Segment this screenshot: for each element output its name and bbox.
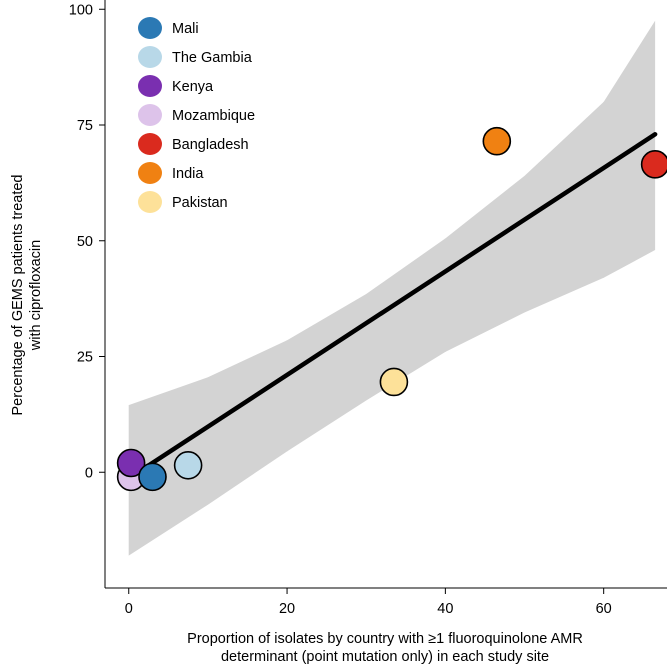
x-axis-title-line-2: determinant (point mutation only) in eac… [221, 649, 549, 665]
legend-swatch-the-gambia [138, 46, 162, 68]
y-axis-title-line-2: with ciprofloxacin [28, 240, 44, 351]
legend-label-india: India [172, 166, 204, 182]
legend-swatch-kenya [138, 75, 162, 97]
legend-swatch-pakistan [138, 191, 162, 213]
axes: 0 20 40 60 0 25 50 75 100 [69, 0, 667, 617]
point-the-gambia [173, 451, 203, 480]
legend-label-the-gambia: The Gambia [172, 50, 253, 66]
legend-swatch-mali [138, 17, 162, 39]
y-tick-label: 100 [69, 2, 93, 18]
x-axis-title-line-1: Proportion of isolates by country with ≥… [187, 631, 583, 647]
legend-label-bangladesh: Bangladesh [172, 137, 249, 153]
x-tick-label: 20 [279, 601, 295, 617]
legend-label-pakistan: Pakistan [172, 195, 228, 211]
point-mali [138, 462, 167, 492]
regression-line [128, 132, 658, 480]
confidence-band [128, 20, 656, 556]
x-axis-ticks: 0 20 40 60 [125, 588, 612, 617]
legend-label-kenya: Kenya [172, 79, 214, 95]
point-kenya [116, 448, 146, 478]
y-tick-label: 25 [77, 350, 93, 366]
y-axis-ticks: 0 25 50 75 100 [69, 2, 105, 481]
x-tick-label: 40 [437, 601, 453, 617]
y-tick-label: 0 [85, 465, 93, 481]
legend-swatch-mozambique [138, 104, 162, 126]
data-points [116, 126, 667, 492]
legend-swatch-bangladesh [138, 133, 162, 155]
y-tick-label: 50 [77, 234, 93, 250]
point-bangladesh [640, 150, 667, 179]
legend-label-mali: Mali [172, 21, 199, 37]
point-pakistan [379, 367, 409, 397]
legend: Mali The Gambia Kenya Mozambique Bangladesh I… [138, 17, 255, 213]
plot-area [116, 20, 667, 556]
x-tick-label: 60 [596, 601, 612, 617]
point-india [482, 126, 512, 156]
x-tick-label: 0 [125, 601, 133, 617]
y-axis-title-line-1: Percentage of GEMS patients treated [10, 175, 26, 416]
legend-label-mozambique: Mozambique [172, 108, 255, 124]
legend-swatch-india [138, 162, 162, 184]
y-tick-label: 75 [77, 118, 93, 134]
